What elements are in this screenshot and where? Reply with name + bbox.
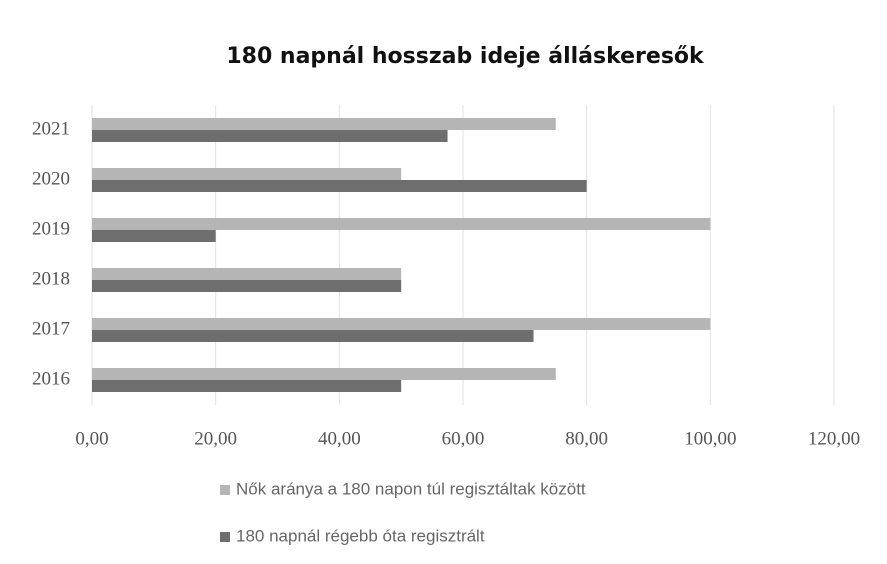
chart-title: 180 napnál hosszab ideje álláskeresők <box>226 44 705 69</box>
bar <box>92 218 711 230</box>
x-tick-label: 60,00 <box>442 428 485 449</box>
bar <box>92 180 587 192</box>
bar <box>92 268 402 280</box>
legend-label: 180 napnál régebb óta regisztrált <box>236 526 485 545</box>
y-tick-label: 2017 <box>32 318 70 339</box>
y-tick-label: 2019 <box>32 218 70 239</box>
legend-swatch <box>220 485 230 495</box>
bar <box>92 130 448 142</box>
bar <box>92 280 402 292</box>
bar <box>92 368 556 380</box>
bar <box>92 230 216 242</box>
x-tick-label: 40,00 <box>318 428 361 449</box>
x-tick-label: 120,00 <box>808 428 860 449</box>
y-tick-label: 2020 <box>32 168 70 189</box>
legend-swatch <box>220 532 230 542</box>
y-tick-label: 2016 <box>32 368 70 389</box>
bar <box>92 330 534 342</box>
x-tick-label: 20,00 <box>194 428 237 449</box>
bar <box>92 168 402 180</box>
y-tick-label: 2021 <box>32 118 70 139</box>
bar <box>92 118 556 130</box>
y-tick-label: 2018 <box>32 268 70 289</box>
x-tick-label: 100,00 <box>684 428 736 449</box>
x-tick-label: 0,00 <box>75 428 108 449</box>
bar <box>92 318 711 330</box>
x-tick-label: 80,00 <box>565 428 608 449</box>
legend-label: Nők aránya a 180 napon túl regisztáltak … <box>236 479 586 498</box>
bar <box>92 380 402 392</box>
